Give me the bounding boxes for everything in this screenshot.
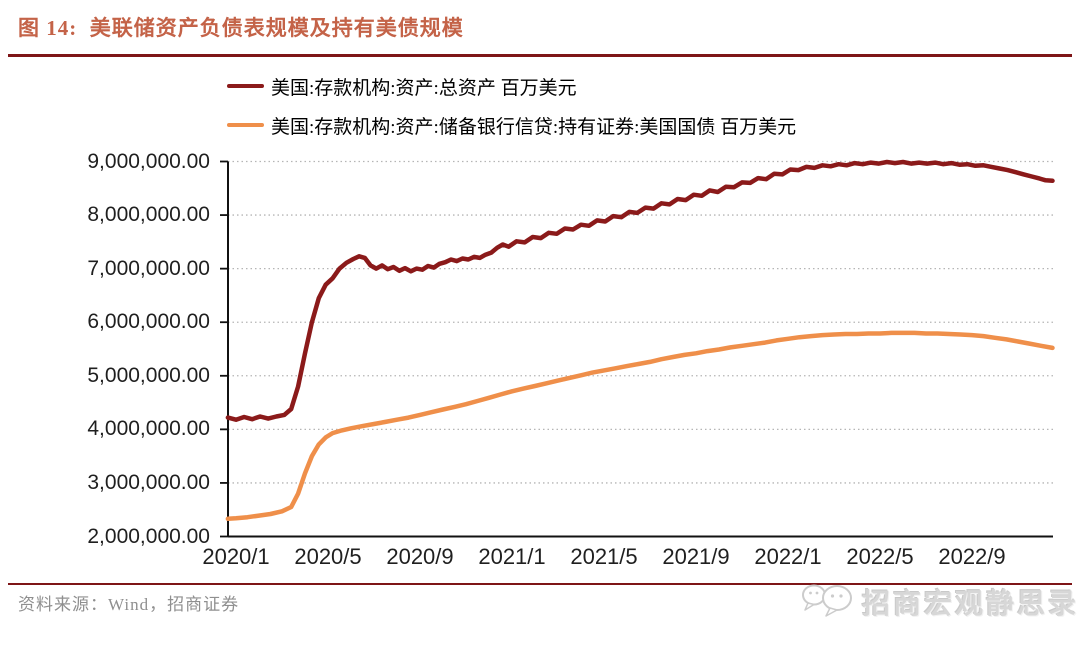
x-axis-tick-label: 2020/5 xyxy=(294,544,362,569)
x-axis-tick-label: 2021/1 xyxy=(478,544,546,569)
top-divider-rule xyxy=(8,54,1072,57)
legend-label: 美国:存款机构:资产:总资产 百万美元 xyxy=(271,77,577,99)
y-axis-tick-label: 4,000,000.00 xyxy=(87,417,210,441)
bottom-divider-rule xyxy=(8,583,1072,585)
series-line-1 xyxy=(225,330,1055,522)
watermark: 招商宏观静思录 xyxy=(800,580,1079,622)
figure-title: 图 14: 美联储资产负债表规模及持有美债规模 xyxy=(18,16,464,40)
x-axis-tick-label: 2020/1 xyxy=(202,544,270,569)
x-axis-tick-label: 2021/9 xyxy=(662,544,730,569)
y-axis-tick-label: 6,000,000.00 xyxy=(87,310,210,334)
series-treasury-holdings-line-swatch xyxy=(227,123,264,127)
legend-item-total-assets: 美国:存款机构:资产:总资产 百万美元 xyxy=(227,74,796,99)
legend-item-treasury-holdings: 美国:存款机构:资产:储备银行信贷:持有证券:美国国债 百万美元 xyxy=(227,113,797,138)
series-line-0 xyxy=(225,159,1055,422)
y-axis-tick-label: 3,000,000.00 xyxy=(87,470,210,494)
x-axis-tick-label: 2021/5 xyxy=(570,544,638,569)
y-axis-tick-label: 7,000,000.00 xyxy=(87,256,210,280)
legend-label: 美国:存款机构:资产:储备银行信贷:持有证券:美国国债 百万美元 xyxy=(271,116,797,138)
y-axis-tick-label: 5,000,000.00 xyxy=(87,363,210,387)
chart-legend: 美国:存款机构:资产:总资产 百万美元 美国:存款机构:资产:储备银行信贷:持有… xyxy=(227,74,796,152)
data-source-note: 资料来源：Wind，招商证券 xyxy=(18,595,240,614)
x-axis-tick-label: 2022/9 xyxy=(938,544,1006,569)
y-axis-tick-label: 9,000,000.00 xyxy=(87,149,210,173)
y-axis-tick-label: 8,000,000.00 xyxy=(87,203,210,227)
watermark-text: 招商宏观静思录 xyxy=(862,589,1080,620)
x-axis-tick-label: 2022/1 xyxy=(754,544,822,569)
x-axis-tick-label: 2022/5 xyxy=(846,544,914,569)
series-total-assets-line-swatch xyxy=(227,84,264,88)
y-axis-tick-label: 2,000,000.00 xyxy=(87,524,210,548)
x-axis-tick-label: 2020/9 xyxy=(386,544,454,569)
wechat-chat-bubbles-icon xyxy=(802,584,852,617)
